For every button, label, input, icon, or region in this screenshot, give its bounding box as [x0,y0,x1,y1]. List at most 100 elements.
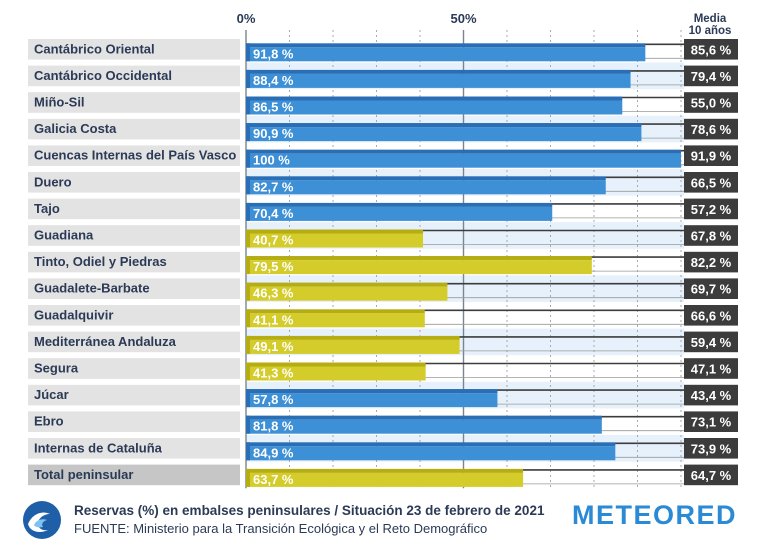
bar-top [246,442,616,447]
bar-edge [246,96,250,115]
bar-edge [246,282,250,301]
row-label: Guadalquivir [34,307,113,322]
bar [246,286,448,301]
avg-header-text: 10 años [689,25,732,37]
bar-edge [246,123,250,142]
bar-top [246,309,425,314]
chart-caption: Reservas (%) en embalses peninsulares / … [74,503,545,518]
row-label-box [28,411,240,432]
bar [246,73,631,88]
avg-value-label: 59,4 % [691,335,732,350]
row-label-box [28,358,240,379]
bar-edge [246,176,250,195]
bar-value-label: 63,7 % [253,472,294,487]
row-label: Cantábrico Oriental [34,41,155,56]
avg-value-label: 47,1 % [691,362,732,377]
row-label-box [28,118,240,140]
bar-value-label: 90,9 % [253,126,294,141]
bar-value-label: 91,8 % [253,46,294,61]
bar [246,260,592,275]
bar-top [246,96,623,101]
avg-box [684,145,738,166]
avg-value-label: 66,5 % [691,175,732,190]
bar-top [246,282,448,287]
avg-box [684,464,738,486]
bar-value-label: 49,1 % [253,339,294,354]
avg-value-label: 73,9 % [691,441,732,456]
avg-value-label: 82,2 % [691,255,732,270]
row-label: Cuencas Internas del País Vasco [34,148,236,163]
bar-edge [246,43,250,62]
avg-box [684,118,738,140]
bar [246,47,646,62]
bar-value-label: 46,3 % [253,286,294,301]
row-label-box [28,172,240,193]
water-wave-icon [23,501,61,539]
bar [246,339,460,354]
avg-box [684,225,738,246]
bar-value-label: 57,8 % [253,392,294,407]
row-label-box [28,225,240,246]
bar-edge [246,468,250,487]
bar-edge [246,69,250,88]
row-label: Guadiana [34,228,94,243]
row-label: Tajo [34,201,60,216]
bar-top [246,335,460,340]
row-label-box [28,39,240,60]
avg-value-label: 85,6 % [691,42,732,57]
bar-edge [246,415,250,434]
row-label: Segura [34,361,79,376]
row-label: Ebro [34,414,64,429]
row-label-box [28,65,240,87]
avg-box [684,358,738,379]
avg-value-label: 57,2 % [691,202,732,217]
bar-edge [246,256,250,275]
bar-edge [246,362,250,381]
bar [246,233,424,248]
row-label: Júcar [34,387,69,402]
bar-edge [246,149,250,168]
avg-value-label: 91,9 % [691,149,732,164]
row-label-box [28,278,240,299]
row-label: Galicia Costa [34,121,117,136]
avg-value-label: 67,8 % [691,229,732,244]
bar [246,153,681,168]
row-label-box [28,438,240,459]
avg-header-text: Media [694,13,727,25]
avg-box [684,438,738,459]
avg-box [684,198,738,220]
bar-top [246,123,642,128]
row-label-box [28,464,240,486]
bar-value-label: 86,5 % [253,100,294,115]
bar-value-label: 84,9 % [253,445,294,460]
bar-edge [246,389,250,408]
avg-box [684,305,738,326]
bar-edge [246,335,250,354]
bar-edge [246,442,250,461]
avg-value-label: 78,6 % [691,122,732,137]
avg-box [684,411,738,432]
avg-value-label: 64,7 % [691,468,732,483]
row-label: Guadalete-Barbate [34,281,150,296]
row-label-box [28,198,240,220]
avg-box [684,65,738,87]
bar [246,313,425,328]
row-label-box [28,251,240,273]
bar-value-label: 100 % [253,153,290,168]
source-note: FUENTE: Ministerio para la Transición Ec… [74,521,488,536]
footer: Reservas (%) en embalses peninsulares / … [0,496,768,546]
bar-value-label: 88,4 % [253,73,294,88]
row-label-box [28,331,240,353]
bar [246,180,606,195]
bar [246,419,602,434]
avg-box [684,92,738,113]
avg-value-label: 66,6 % [691,308,732,323]
bar-value-label: 70,4 % [253,206,294,221]
avg-box [684,39,738,60]
bar [246,127,642,142]
bar-edge [246,229,250,248]
bar-value-label: 82,7 % [253,179,294,194]
row-label-box [28,92,240,113]
avg-value-label: 73,1 % [691,415,732,430]
